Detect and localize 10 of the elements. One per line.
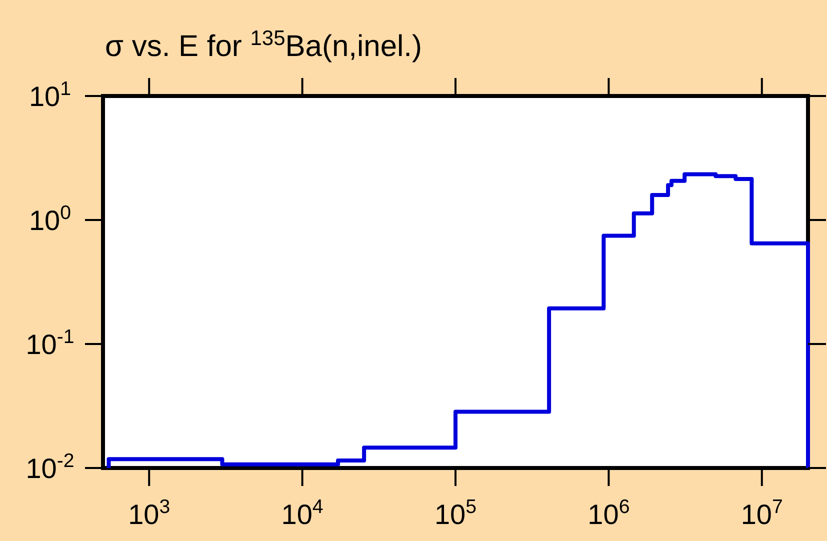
y-tick-label: 10$^{1}$ [28, 78, 72, 112]
x-tick-label: 10$^{5}$ [434, 496, 477, 530]
x-tick-label: 10$^{6}$ [588, 496, 630, 530]
y-tick-label: 10$^{-1}$ [26, 326, 74, 360]
y-tick-label: 10$^{-2}$ [26, 450, 74, 484]
x-tick-label: 10$^{7}$ [740, 496, 783, 530]
x-tick-label: 10$^{4}$ [281, 496, 324, 530]
y-tick-label: 10$^{0}$ [28, 202, 72, 236]
x-tick-label: 10$^{3}$ [128, 496, 170, 530]
chart-title: σ vs. E for $^{135}$Ba(n,inel.) [105, 26, 422, 63]
